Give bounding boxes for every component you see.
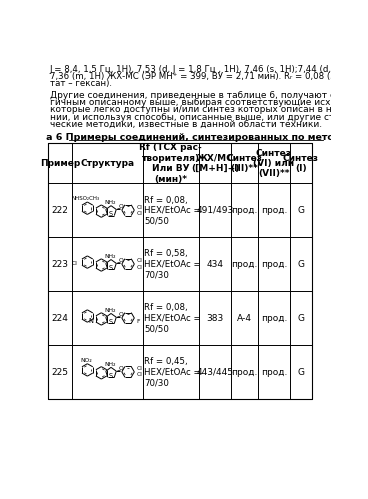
Text: Синтез
(VI) или
(VII)**: Синтез (VI) или (VII)** xyxy=(253,149,294,178)
Text: Cl: Cl xyxy=(136,258,142,263)
Text: Cl: Cl xyxy=(136,205,142,210)
Text: 224: 224 xyxy=(52,314,68,323)
Text: O: O xyxy=(119,204,124,209)
Text: S: S xyxy=(109,265,113,271)
Text: J = 8,4, 1,5 Гц, 1H), 7,53 (d, J = 1,8 Гц , 1H), 7,46 (s, 1H);7,44 (d, J = 1,8 Г: J = 8,4, 1,5 Гц, 1H), 7,53 (d, J = 1,8 Г… xyxy=(50,65,368,74)
Text: Rf = 0,58,
HEX/EtOAc =
70/30: Rf = 0,58, HEX/EtOAc = 70/30 xyxy=(144,250,201,279)
Text: G: G xyxy=(297,368,304,377)
Text: Cl: Cl xyxy=(72,261,78,266)
Text: NH₂: NH₂ xyxy=(105,201,116,206)
Text: 7,36 (m, 1H) ЖХ-МС (ЭР МН⁺ = 399, ВУ = 2,71 мин). Rᵣ = 0,08 (50 % этилаце-: 7,36 (m, 1H) ЖХ-МС (ЭР МН⁺ = 399, ВУ = 2… xyxy=(50,72,368,81)
Text: прод.: прод. xyxy=(231,260,258,269)
Text: NH₂: NH₂ xyxy=(105,308,116,313)
Text: Структура: Структура xyxy=(80,159,134,168)
Text: А-4: А-4 xyxy=(237,314,252,323)
Text: NH₂: NH₂ xyxy=(105,362,116,367)
Text: Пример: Пример xyxy=(40,159,80,168)
Text: Синтез
(III)**: Синтез (III)** xyxy=(226,154,262,173)
Text: O: O xyxy=(119,366,124,371)
Text: Cl: Cl xyxy=(136,264,142,269)
Bar xyxy=(48,143,312,399)
Text: прод.: прод. xyxy=(261,368,287,377)
Text: O: O xyxy=(119,258,124,263)
Text: Синтез
(I): Синтез (I) xyxy=(283,154,319,173)
Text: S: S xyxy=(109,212,113,218)
Text: прод.: прод. xyxy=(261,314,287,323)
Text: G: G xyxy=(297,206,304,215)
Text: Cl: Cl xyxy=(136,211,142,216)
Text: 491/493: 491/493 xyxy=(196,206,234,215)
Text: F: F xyxy=(136,318,140,323)
Text: NH₂: NH₂ xyxy=(105,254,116,259)
Text: NO₂: NO₂ xyxy=(80,358,92,363)
Text: 225: 225 xyxy=(52,368,68,377)
Text: O: O xyxy=(119,312,124,317)
Text: Cl: Cl xyxy=(136,372,142,377)
Text: S: S xyxy=(109,319,113,325)
Text: гичным описанному выше, выбирая соответствующие исходные вещества,: гичным описанному выше, выбирая соответс… xyxy=(50,98,368,107)
Text: прод.: прод. xyxy=(261,206,287,215)
Text: прод.: прод. xyxy=(231,368,258,377)
Text: 443/445: 443/445 xyxy=(197,368,233,377)
Text: S: S xyxy=(109,373,113,379)
Text: Таблица 6 Примеры соединений, синтезированных по методике G: Таблица 6 Примеры соединений, синтезиров… xyxy=(6,133,368,142)
Text: N: N xyxy=(88,318,93,324)
Text: 223: 223 xyxy=(52,260,68,269)
Text: G: G xyxy=(297,314,304,323)
Text: Rf = 0,08,
HEX/EtOAc =
50/50: Rf = 0,08, HEX/EtOAc = 50/50 xyxy=(144,196,201,226)
Text: Cl: Cl xyxy=(136,366,142,371)
Text: прод.: прод. xyxy=(231,206,258,215)
Text: ЖХ/МС
([M+H]+): ЖХ/МС ([M+H]+) xyxy=(191,154,239,173)
Text: Rf (ТСХ рас-
творителя)
Или ВУ
(мин)*: Rf (ТСХ рас- творителя) Или ВУ (мин)* xyxy=(139,143,202,184)
Text: 434: 434 xyxy=(206,260,223,269)
Text: Другие соединения, приведенные в таблице 6, получают способом, анало-: Другие соединения, приведенные в таблице… xyxy=(50,91,368,100)
Text: тат – гексан).: тат – гексан). xyxy=(50,79,112,88)
Text: нии, и используя способы, описанные выше, или другие стандартные хими-: нии, и используя способы, описанные выше… xyxy=(50,113,368,122)
Text: Rf = 0,45,
HEX/EtOAc =
70/30: Rf = 0,45, HEX/EtOAc = 70/30 xyxy=(144,357,201,387)
Text: NHSO₂CH₃: NHSO₂CH₃ xyxy=(72,196,100,201)
Text: прод.: прод. xyxy=(261,260,287,269)
Text: G: G xyxy=(297,260,304,269)
Text: которые легко доступны и/или синтез которых описан в настоящем изобрете-: которые легко доступны и/или синтез кото… xyxy=(50,105,368,114)
Text: 222: 222 xyxy=(52,206,68,215)
Text: Rf = 0,08,
HEX/EtOAc =
50/50: Rf = 0,08, HEX/EtOAc = 50/50 xyxy=(144,303,201,333)
Text: 383: 383 xyxy=(206,314,224,323)
Text: ческие методики, известные в данной области техники.: ческие методики, известные в данной обла… xyxy=(50,120,322,129)
